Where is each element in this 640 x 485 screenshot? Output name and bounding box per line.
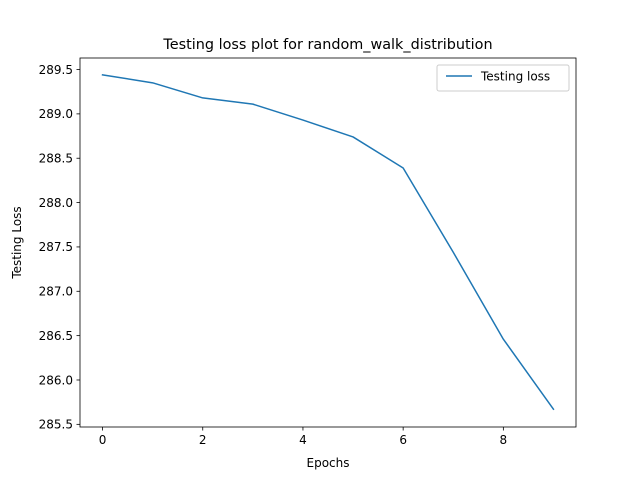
y-axis-label: Testing Loss	[10, 206, 24, 279]
x-tick-label: 8	[500, 433, 508, 447]
legend: Testing loss	[437, 65, 569, 91]
x-tick-label: 2	[199, 433, 207, 447]
y-tick-label: 288.0	[39, 196, 73, 210]
y-tick-label: 285.5	[39, 418, 73, 432]
y-tick-label: 286.5	[39, 329, 73, 343]
x-tick-label: 0	[99, 433, 107, 447]
y-tick-label: 287.0	[39, 285, 73, 299]
x-axis-label: Epochs	[307, 456, 350, 470]
y-tick-label: 289.0	[39, 107, 73, 121]
y-tick-label: 289.5	[39, 63, 73, 77]
legend-label: Testing loss	[480, 70, 550, 84]
x-tick-label: 4	[299, 433, 307, 447]
chart-title: Testing loss plot for random_walk_distri…	[162, 37, 492, 53]
y-tick-label: 287.5	[39, 240, 73, 254]
y-tick-label: 286.0	[39, 373, 73, 387]
y-tick-label: 288.5	[39, 152, 73, 166]
x-tick-label: 6	[399, 433, 407, 447]
